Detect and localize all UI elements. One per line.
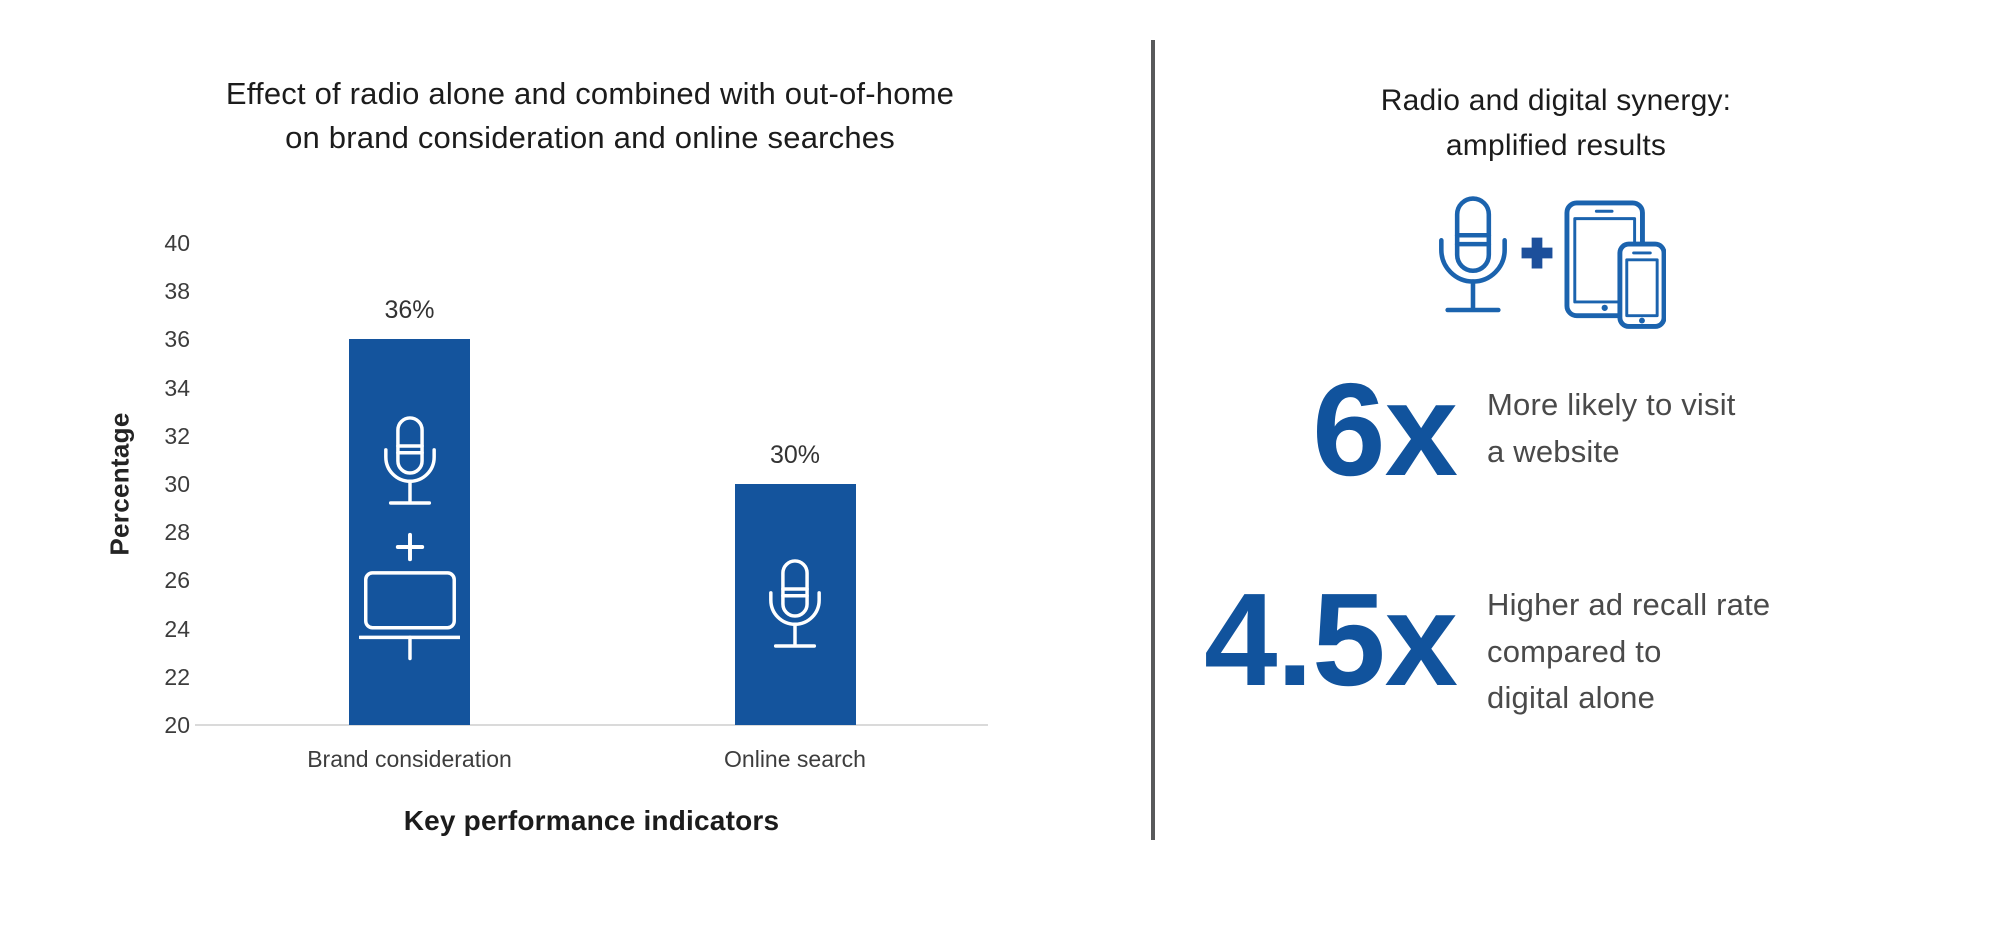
stat-description-line: Higher ad recall rate: [1487, 587, 1771, 622]
stat-multiplier: 6x: [1312, 356, 1458, 503]
y-tick-label: 24: [164, 615, 190, 642]
bar-online-search: [734, 484, 856, 725]
y-tick-label: 34: [164, 374, 190, 401]
stat-description-line: compared to: [1487, 633, 1662, 669]
category-label: Brand consideration: [307, 746, 512, 772]
billboard-in-bar: [357, 570, 462, 661]
stat-description-line: a website: [1487, 434, 1620, 469]
synergy-title: Radio and digital synergy: amplified res…: [1156, 78, 1956, 168]
plus-icon: [1518, 234, 1556, 272]
microphone-icon: [1439, 196, 1507, 313]
y-tick-label: 22: [164, 663, 190, 690]
y-tick-label: 20: [164, 712, 190, 738]
y-tick-label: 36: [164, 326, 190, 353]
y-tick-label: 32: [164, 422, 190, 449]
synergy-title-line2: amplified results: [1445, 129, 1667, 162]
billboard-icon: [357, 571, 462, 661]
y-tick-label: 40: [164, 230, 190, 256]
bar-brand-consideration: [349, 339, 470, 725]
microphone-in-bar: [766, 559, 824, 659]
plus-icon: [1521, 237, 1553, 269]
divider-line: [1151, 40, 1155, 840]
bar-value-label: 30%: [769, 441, 821, 469]
microphone-icon: [769, 559, 821, 648]
chart-title: Effect of radio alone and combined with …: [90, 72, 1090, 160]
chart-title-line1: Effect of radio alone and combined with …: [225, 76, 955, 111]
synergy-title-line1: Radio and digital synergy:: [1380, 84, 1732, 117]
bar-value-label: 36%: [384, 296, 435, 325]
radio-microphone-icon: [1435, 196, 1511, 328]
chart-title-line2: on brand consideration and online search…: [285, 120, 895, 155]
category-label: Online search: [724, 746, 866, 772]
x-axis-line: [195, 724, 988, 726]
microphone-in-bar: [381, 416, 439, 516]
digital-devices-icon: [1564, 198, 1667, 329]
x-axis-title: Key performance indicators: [403, 805, 780, 836]
stat-description-line: More likely to visit: [1487, 387, 1736, 422]
y-tick-label: 30: [164, 471, 190, 497]
y-tick-label: 26: [164, 567, 190, 594]
stat-multiplier: 4.5x: [1204, 566, 1458, 713]
stat-description: Higher ad recall rate compared to digital …: [1487, 582, 1957, 722]
microphone-icon: [383, 416, 436, 506]
tablet-phone-icon: [1564, 200, 1667, 329]
plus-icon: [395, 533, 424, 562]
y-tick-label: 28: [164, 519, 190, 546]
stat-description-line: digital alone: [1487, 680, 1656, 715]
y-tick-label: 38: [164, 278, 190, 305]
stat-description: More likely to visit a website: [1487, 381, 1957, 475]
plus-in-bar: [395, 532, 425, 562]
